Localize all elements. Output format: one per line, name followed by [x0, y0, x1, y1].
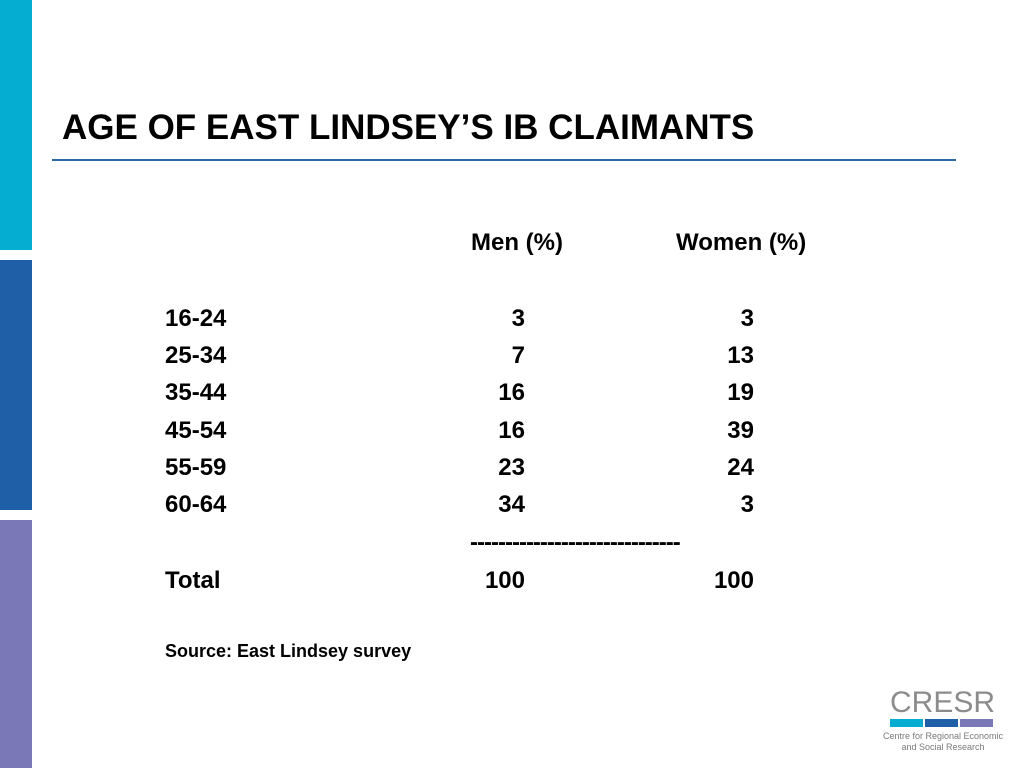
total-women: 100	[713, 567, 754, 594]
men-cell: 7	[511, 342, 525, 369]
women-cell: 3	[740, 491, 754, 518]
title-underline	[52, 159, 956, 161]
side-bar-cyan	[0, 0, 32, 250]
total-men: 100	[484, 567, 525, 594]
logo-tagline-line1: Centre for Regional Economic	[882, 731, 1004, 741]
header-men: Men (%)	[471, 229, 563, 256]
logo-tagline: Centre for Regional Economic and Social …	[876, 731, 1010, 753]
women-cell: 24	[727, 454, 754, 481]
age-cell: 60-64	[165, 491, 227, 518]
side-bar-purple	[0, 520, 32, 768]
total-divider: ------------------------------	[470, 529, 681, 556]
source-note: Source: East Lindsey survey	[165, 641, 412, 661]
men-cell: 3	[511, 305, 525, 332]
age-cell: 25-34	[165, 342, 227, 369]
logo-block-cyan	[890, 719, 923, 727]
men-cell: 34	[498, 491, 525, 518]
men-cell: 16	[498, 379, 525, 406]
logo-block-blue	[925, 719, 958, 727]
side-bar-blue	[0, 260, 32, 510]
logo-tagline-line2: and Social Research	[901, 742, 985, 752]
women-cell: 39	[727, 417, 754, 444]
women-cell: 13	[727, 342, 754, 369]
header-women: Women (%)	[676, 229, 807, 256]
logo-color-blocks	[890, 719, 993, 727]
age-cell: 55-59	[165, 454, 227, 481]
cresr-logo: CRESR Centre for Regional Economic and S…	[876, 686, 1016, 756]
women-cell: 3	[740, 305, 754, 332]
women-cell: 19	[727, 379, 754, 406]
total-label: Total	[165, 567, 221, 594]
age-cell: 35-44	[165, 379, 227, 406]
men-cell: 23	[498, 454, 525, 481]
slide-title: AGE OF EAST LINDSEY’S IB CLAIMANTS	[62, 108, 755, 147]
men-cell: 16	[498, 417, 525, 444]
logo-block-purple	[960, 719, 993, 727]
logo-wordmark: CRESR	[890, 686, 996, 719]
age-cell: 16-24	[165, 305, 227, 332]
age-cell: 45-54	[165, 417, 227, 444]
